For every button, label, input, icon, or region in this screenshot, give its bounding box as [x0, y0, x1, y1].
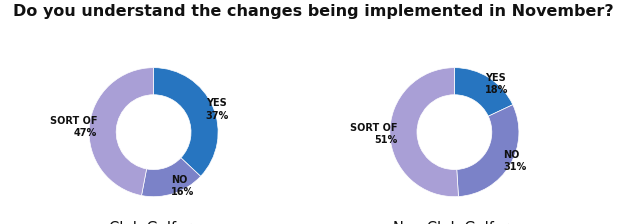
Wedge shape: [154, 68, 218, 176]
Text: YES
18%: YES 18%: [485, 73, 508, 95]
Wedge shape: [457, 105, 519, 196]
Wedge shape: [390, 68, 458, 197]
Text: SORT OF
51%: SORT OF 51%: [350, 123, 397, 145]
Text: NO
16%: NO 16%: [171, 175, 195, 197]
Text: Club Golfers: Club Golfers: [109, 221, 198, 224]
Wedge shape: [89, 68, 154, 196]
Text: YES
37%: YES 37%: [205, 98, 229, 121]
Text: Non Club Golfers: Non Club Golfers: [392, 221, 516, 224]
Wedge shape: [141, 158, 200, 197]
Text: NO
31%: NO 31%: [503, 150, 527, 172]
Text: SORT OF
47%: SORT OF 47%: [49, 116, 97, 138]
Wedge shape: [454, 68, 513, 116]
Text: Do you understand the changes being implemented in November?: Do you understand the changes being impl…: [13, 4, 613, 19]
